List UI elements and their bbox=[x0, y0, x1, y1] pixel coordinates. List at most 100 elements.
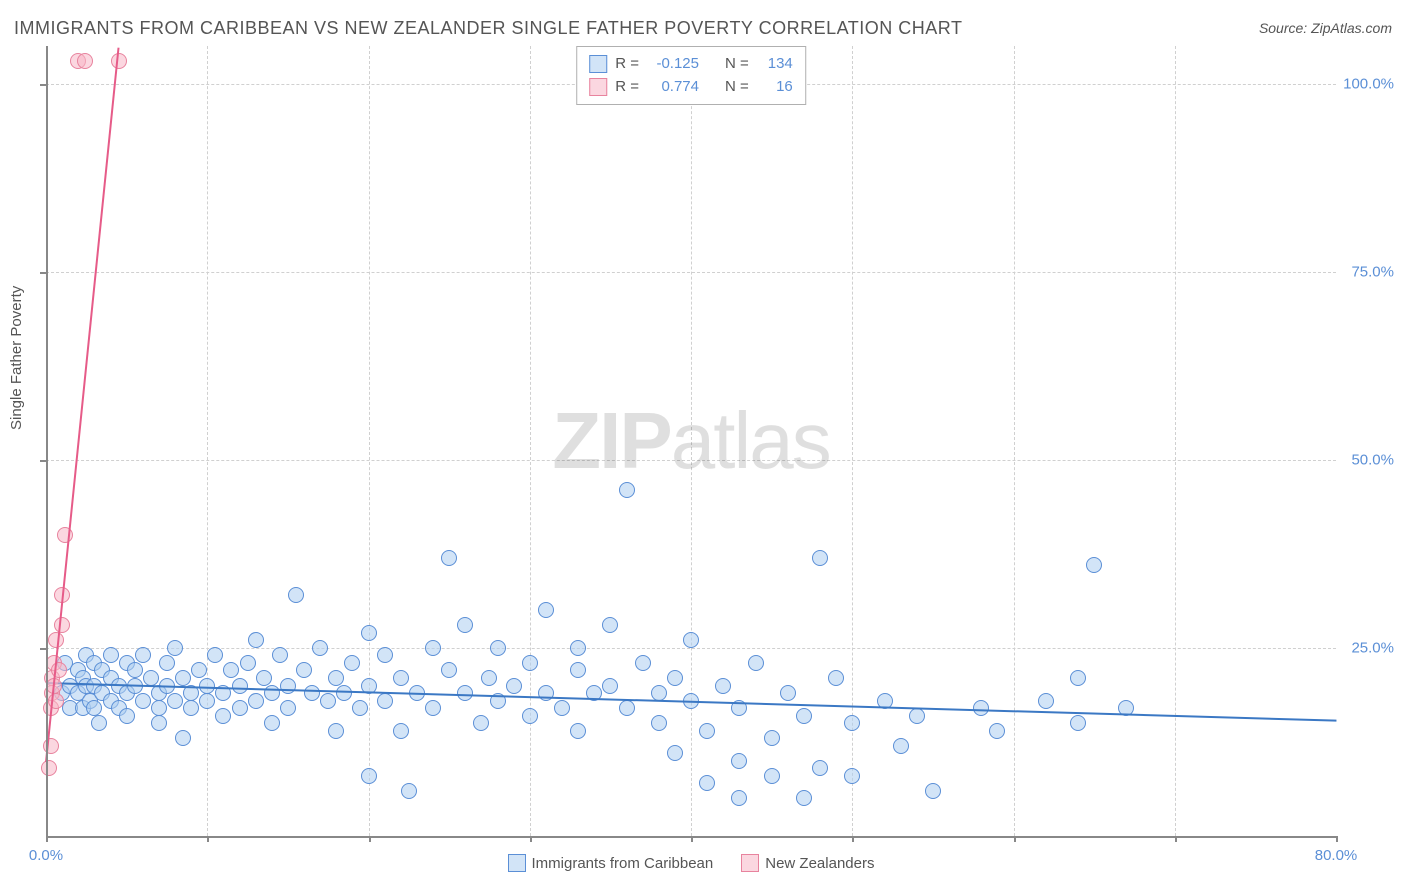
data-point bbox=[764, 730, 780, 746]
legend-item: Immigrants from Caribbean bbox=[508, 854, 714, 872]
x-tick bbox=[1336, 836, 1338, 842]
data-point bbox=[77, 53, 93, 69]
data-point bbox=[41, 760, 57, 776]
series-legend: Immigrants from Caribbean New Zealanders bbox=[46, 854, 1336, 876]
gridline-vertical bbox=[369, 46, 370, 836]
data-point bbox=[183, 700, 199, 716]
data-point bbox=[538, 602, 554, 618]
n-value: 16 bbox=[757, 76, 793, 99]
data-point bbox=[554, 700, 570, 716]
data-point bbox=[893, 738, 909, 754]
data-point bbox=[103, 647, 119, 663]
data-point bbox=[828, 670, 844, 686]
data-point bbox=[135, 647, 151, 663]
data-point bbox=[1038, 693, 1054, 709]
data-point bbox=[522, 708, 538, 724]
data-point bbox=[1070, 715, 1086, 731]
chart-title: IMMIGRANTS FROM CARIBBEAN VS NEW ZEALAND… bbox=[14, 18, 962, 39]
data-point bbox=[425, 700, 441, 716]
data-point bbox=[159, 655, 175, 671]
data-point bbox=[151, 715, 167, 731]
data-point bbox=[490, 640, 506, 656]
data-point bbox=[731, 753, 747, 769]
data-point bbox=[320, 693, 336, 709]
data-point bbox=[602, 617, 618, 633]
data-point bbox=[377, 647, 393, 663]
data-point bbox=[119, 708, 135, 724]
data-point bbox=[667, 745, 683, 761]
data-point bbox=[361, 625, 377, 641]
data-point bbox=[167, 640, 183, 656]
data-point bbox=[240, 655, 256, 671]
y-tick-label: 75.0% bbox=[1351, 263, 1394, 280]
data-point bbox=[361, 768, 377, 784]
data-point bbox=[86, 700, 102, 716]
data-point bbox=[731, 790, 747, 806]
x-tick-label: 0.0% bbox=[29, 847, 63, 864]
data-point bbox=[143, 670, 159, 686]
data-point bbox=[199, 693, 215, 709]
gridline-vertical bbox=[1175, 46, 1176, 836]
data-point bbox=[264, 715, 280, 731]
data-point bbox=[699, 723, 715, 739]
y-axis-label: Single Father Poverty bbox=[8, 286, 25, 430]
data-point bbox=[280, 700, 296, 716]
data-point bbox=[57, 527, 73, 543]
data-point bbox=[683, 632, 699, 648]
data-point bbox=[48, 632, 64, 648]
data-point bbox=[925, 783, 941, 799]
data-point bbox=[748, 655, 764, 671]
data-point bbox=[272, 647, 288, 663]
data-point bbox=[522, 655, 538, 671]
x-tick-label: 80.0% bbox=[1315, 847, 1358, 864]
data-point bbox=[844, 715, 860, 731]
data-point bbox=[570, 723, 586, 739]
data-point bbox=[1086, 557, 1102, 573]
data-point bbox=[457, 685, 473, 701]
data-point bbox=[207, 647, 223, 663]
data-point bbox=[425, 640, 441, 656]
r-label: R = bbox=[615, 76, 639, 99]
data-point bbox=[344, 655, 360, 671]
data-point bbox=[248, 693, 264, 709]
data-point bbox=[232, 678, 248, 694]
r-value: 0.774 bbox=[647, 76, 699, 99]
gridline-vertical bbox=[1014, 46, 1015, 836]
data-point bbox=[393, 670, 409, 686]
y-axis bbox=[46, 46, 48, 836]
legend-swatch bbox=[589, 78, 607, 96]
data-point bbox=[651, 685, 667, 701]
data-point bbox=[175, 670, 191, 686]
data-point bbox=[973, 700, 989, 716]
data-point bbox=[312, 640, 328, 656]
data-point bbox=[151, 700, 167, 716]
r-value: -0.125 bbox=[647, 53, 699, 76]
data-point bbox=[328, 723, 344, 739]
n-value: 134 bbox=[757, 53, 793, 76]
data-point bbox=[288, 587, 304, 603]
legend-item: New Zealanders bbox=[741, 854, 874, 872]
source-attribution: Source: ZipAtlas.com bbox=[1259, 20, 1392, 36]
data-point bbox=[256, 670, 272, 686]
data-point bbox=[352, 700, 368, 716]
y-tick-label: 25.0% bbox=[1351, 639, 1394, 656]
data-point bbox=[441, 550, 457, 566]
data-point bbox=[812, 760, 828, 776]
data-point bbox=[989, 723, 1005, 739]
data-point bbox=[635, 655, 651, 671]
legend-swatch bbox=[741, 854, 759, 872]
data-point bbox=[393, 723, 409, 739]
data-point bbox=[232, 700, 248, 716]
data-point bbox=[304, 685, 320, 701]
legend-row: R =0.774N =16 bbox=[589, 76, 793, 99]
n-label: N = bbox=[725, 53, 749, 76]
legend-row: R =-0.125N =134 bbox=[589, 53, 793, 76]
data-point bbox=[844, 768, 860, 784]
data-point bbox=[441, 662, 457, 678]
plot-area: ZIPatlas R =-0.125N =134R =0.774N =16 Im… bbox=[46, 46, 1336, 836]
data-point bbox=[191, 662, 207, 678]
data-point bbox=[796, 708, 812, 724]
data-point bbox=[135, 693, 151, 709]
data-point bbox=[715, 678, 731, 694]
gridline-vertical bbox=[207, 46, 208, 836]
